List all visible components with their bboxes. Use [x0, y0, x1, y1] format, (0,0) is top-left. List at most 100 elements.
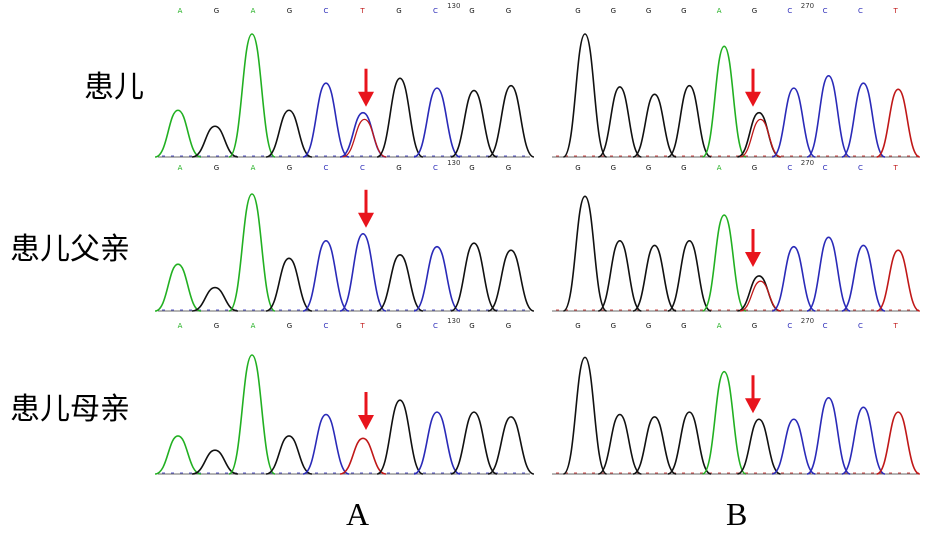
base-call-b-bottom-0-1: G	[611, 164, 616, 172]
base-call-a-bottom-1-7: C	[433, 322, 438, 330]
base-call-b-bottom-1-6: C	[787, 322, 792, 330]
peak-a-2-8	[450, 411, 498, 475]
peak-b-1-4	[702, 214, 747, 312]
base-call-b-bottom-0-6: C	[787, 164, 792, 172]
peak-b-1-2	[632, 244, 677, 312]
base-call-a-bottom-0-7: C	[433, 164, 438, 172]
row-label-mother: 患儿母亲	[10, 392, 130, 427]
base-call-a-bottom-0-1: G	[214, 164, 219, 172]
peak-b-0-6	[771, 87, 816, 158]
base-call-b-top-0-6: C	[787, 7, 792, 15]
base-call-b-bottom-1-5: G	[752, 322, 757, 330]
base-call-b-bottom-1-0: G	[575, 322, 580, 330]
base-call-a-bottom-0-6: G	[396, 164, 401, 172]
base-call-b-top-0-0: G	[575, 7, 580, 15]
base-call-a-top-0-7: C	[433, 7, 438, 15]
peak-a-0-4	[302, 82, 350, 158]
base-call-b-bottom-1-3: G	[681, 322, 686, 330]
base-call-b-bottom-1-8: C	[858, 322, 863, 330]
base-call-b-bottom-1-1: G	[611, 322, 616, 330]
peak-a-1-1	[191, 286, 239, 312]
base-call-a-top-0-1: G	[214, 7, 219, 15]
peak-b-2-3	[667, 411, 712, 475]
peak-b-1-9	[876, 249, 921, 312]
base-call-a-bottom-1-4: C	[324, 322, 329, 330]
peak-a-1-8	[450, 242, 498, 312]
peak-a-2-9	[487, 416, 535, 475]
arrow-head-a-1	[358, 212, 374, 228]
base-call-b-top-0-2: G	[646, 7, 651, 15]
peak-b-2-5	[737, 418, 781, 475]
base-call-a-bottom-1-2: A	[251, 322, 256, 330]
peak-b-0-8	[841, 82, 886, 158]
base-call-a-bottom-0-5: C	[360, 164, 365, 172]
base-call-b-bottom-0-3: G	[681, 164, 686, 172]
base-call-b-bottom-0-4: A	[717, 164, 722, 172]
peak-b-2-2	[632, 416, 677, 475]
peak-a-0-8	[450, 89, 498, 158]
peak-a-0-1	[191, 125, 239, 158]
peak-a-0-3	[265, 109, 313, 158]
peak-a-2-1	[191, 449, 239, 475]
peak-a-1-2	[228, 193, 276, 312]
peak-b-1-0	[562, 195, 608, 312]
base-call-a-bottom-1-3: G	[287, 322, 292, 330]
peak-a-1-0	[154, 263, 202, 312]
peak-b-2-0	[562, 356, 608, 475]
peak-a-2-6	[376, 399, 424, 475]
peak-a-0-0	[154, 109, 202, 158]
base-call-b-top-0-9: T	[893, 7, 899, 15]
peak-b-1-8	[841, 244, 886, 312]
base-call-b-top-0-8: C	[858, 7, 863, 15]
peak-a-0-7	[413, 87, 461, 158]
peak-b-0-5-T	[739, 118, 782, 158]
peak-a-2-2	[228, 354, 276, 475]
peak-a-1-9	[487, 249, 535, 312]
position-label-a-bottom-0: 130	[447, 159, 460, 167]
base-call-a-bottom-1-9: G	[506, 322, 511, 330]
base-call-b-bottom-1-9: T	[893, 322, 899, 330]
base-call-b-top-0-4: A	[717, 7, 722, 15]
base-call-b-bottom-0-9: T	[893, 164, 899, 172]
peak-b-2-1	[597, 413, 642, 475]
row-label-father: 患儿父亲	[10, 232, 130, 267]
base-call-a-bottom-0-3: G	[287, 164, 292, 172]
peak-b-0-9	[876, 88, 921, 158]
peak-b-2-6	[771, 418, 816, 475]
base-call-b-top-0-5: G	[752, 7, 757, 15]
arrow-head-b-0	[745, 91, 761, 107]
peak-a-2-0	[154, 435, 202, 475]
peak-b-1-6	[771, 245, 816, 312]
base-call-a-bottom-0-0: A	[178, 164, 183, 172]
peak-b-0-7	[806, 75, 851, 158]
peak-a-0-6	[376, 77, 424, 158]
base-call-b-top-0-3: G	[681, 7, 686, 15]
arrow-head-b-2	[745, 398, 761, 414]
base-call-a-bottom-1-6: G	[396, 322, 401, 330]
peak-a-2-3	[265, 435, 313, 475]
base-call-b-top-0-7: C	[823, 7, 828, 15]
base-call-b-bottom-1-7: C	[823, 322, 828, 330]
base-call-b-bottom-1-4: A	[717, 322, 722, 330]
peak-a-2-5	[339, 437, 387, 475]
peak-b-0-2	[632, 93, 677, 158]
position-label-b-bottom-0: 270	[801, 159, 814, 167]
panel-label-b: B	[726, 496, 748, 532]
peak-b-0-1	[597, 86, 642, 158]
peak-a-1-6	[376, 254, 424, 312]
base-call-b-bottom-0-0: G	[575, 164, 580, 172]
base-call-a-bottom-1-1: G	[214, 322, 219, 330]
position-label-a-bottom-1: 130	[447, 317, 460, 325]
peak-b-1-1	[597, 239, 642, 312]
peak-a-2-7	[413, 411, 461, 475]
peak-b-0-0	[562, 33, 608, 158]
base-call-a-bottom-0-9: G	[506, 164, 511, 172]
peak-a-0-9	[487, 84, 535, 158]
base-call-a-top-0-3: G	[287, 7, 292, 15]
arrow-head-b-1	[745, 252, 761, 267]
base-call-b-bottom-0-8: C	[858, 164, 863, 172]
peak-a-1-3	[265, 257, 313, 312]
peak-b-2-7	[806, 397, 851, 475]
peak-b-2-8	[841, 406, 886, 475]
